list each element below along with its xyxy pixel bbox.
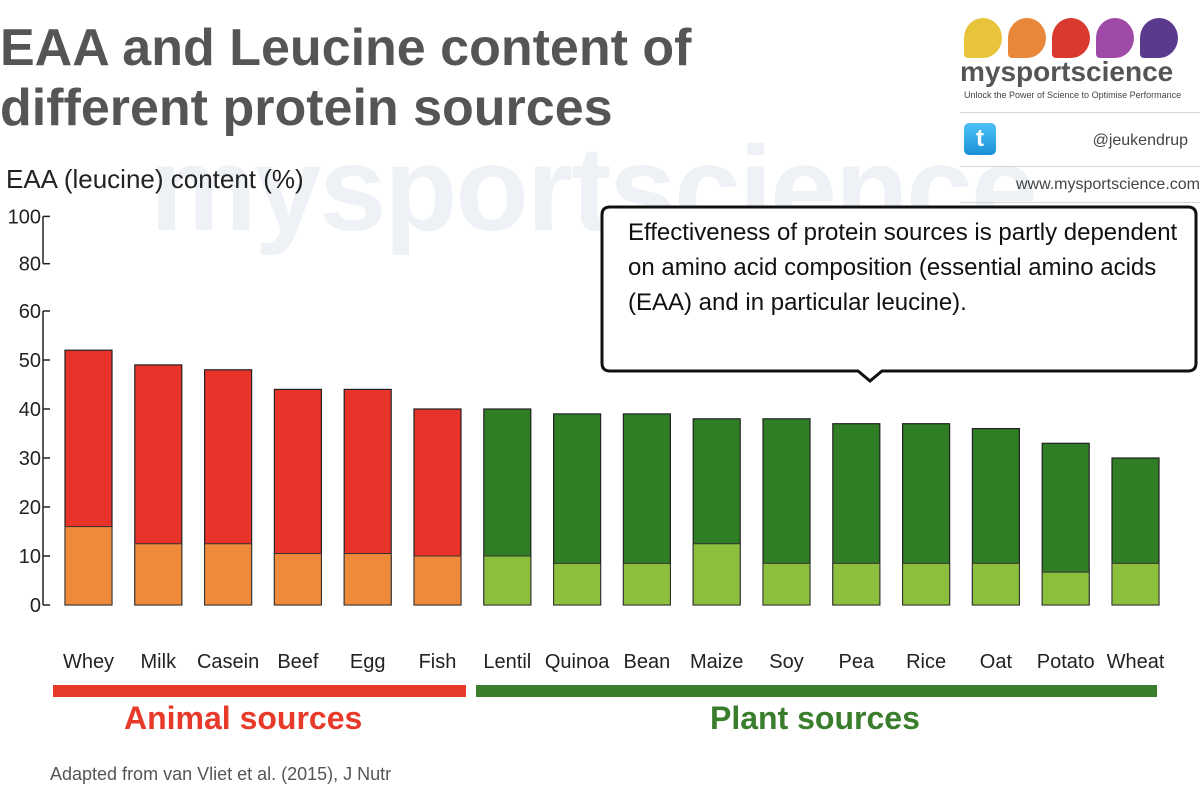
logo-drop-5 [1140, 18, 1178, 58]
y-axis: 0 10 20 30 40 50 60 80 100 [8, 206, 50, 617]
bars [64, 349, 1160, 606]
x-tick-label: Milk [141, 651, 178, 673]
bar-leucine-milk [134, 543, 183, 606]
source-note: Adapted from van Vliet et al. (2015), J … [50, 764, 392, 784]
bar-leucine-whey [64, 526, 113, 606]
brand-logo [964, 18, 1194, 64]
bar-leucine-wheat [1111, 562, 1160, 606]
divider [960, 202, 1200, 203]
x-tick-label: Casein [197, 651, 259, 673]
x-tick-label: Maize [690, 651, 743, 673]
animal-sources-label: Animal sources [124, 700, 363, 736]
y-tick-label: 100 [8, 206, 41, 228]
plant-group-bar [476, 685, 1157, 697]
bar-leucine-oat [971, 562, 1020, 606]
x-tick-label: Lentil [483, 651, 531, 673]
x-tick-label: Bean [624, 651, 671, 673]
bar-leucine-maize [692, 543, 741, 606]
page-title: EAA and Leucine content of different pro… [0, 19, 692, 137]
callout: Effectiveness of protein sources is part… [598, 205, 1198, 385]
x-tick-label: Rice [906, 651, 946, 673]
bar-leucine-potato [1041, 571, 1090, 606]
y-tick-label: 50 [19, 350, 41, 372]
x-tick-label: Whey [63, 651, 114, 673]
x-tick-label: Fish [419, 651, 457, 673]
x-tick-label: Oat [980, 651, 1013, 673]
x-tick-label: Potato [1037, 651, 1095, 673]
y-tick-label: 60 [19, 301, 41, 323]
bar-leucine-egg [343, 553, 392, 606]
logo-drop-3 [1052, 18, 1090, 58]
animal-group-bar [53, 685, 466, 697]
x-tick-label: Quinoa [545, 651, 610, 673]
y-tick-label: 0 [30, 595, 41, 617]
bar-leucine-quinoa [553, 562, 602, 606]
y-tick-label: 40 [19, 399, 41, 421]
x-tick-labels: Whey Milk Casein Beef Egg Fish Lentil Quinoa Bea… [63, 651, 1165, 673]
divider [960, 166, 1200, 167]
bar-leucine-pea [832, 562, 881, 606]
bar-leucine-fish [413, 555, 462, 606]
y-tick-label: 20 [19, 497, 41, 519]
x-tick-label: Soy [769, 651, 803, 673]
logo-drop-2 [1008, 18, 1046, 58]
x-tick-label: Wheat [1107, 651, 1165, 673]
website-link[interactable]: www.mysportscience.com [1015, 176, 1200, 193]
y-axis-title: EAA (leucine) content (%) [6, 164, 304, 194]
bar-leucine-lentil [483, 555, 532, 606]
x-tick-label: Beef [277, 651, 319, 673]
y-tick-label: 10 [19, 546, 41, 568]
brand-panel: mysportscience Unlock the Power of Scien… [960, 0, 1200, 210]
bar-leucine-casein [204, 543, 253, 606]
plant-sources-label: Plant sources [710, 700, 920, 736]
x-tick-label: Egg [350, 651, 386, 673]
twitter-handle[interactable]: @jeukendrup [1092, 132, 1188, 149]
twitter-icon[interactable]: t [964, 123, 996, 155]
bar-leucine-soy [762, 562, 811, 606]
callout-bubble [600, 205, 1198, 383]
divider [960, 112, 1200, 113]
bar-leucine-bean [622, 562, 671, 606]
y-tick-label: 30 [19, 448, 41, 470]
bar-leucine-beef [273, 553, 322, 606]
logo-drop-1 [964, 18, 1002, 58]
x-tick-label: Pea [839, 651, 875, 673]
brand-tagline: Unlock the Power of Science to Optimise … [964, 90, 1182, 100]
y-tick-label: 80 [19, 254, 41, 276]
callout-text: Effectiveness of protein sources is part… [628, 219, 1178, 316]
logo-drop-4 [1096, 18, 1134, 58]
bar-leucine-rice [902, 562, 951, 606]
brand-name: mysportscience [960, 56, 1174, 87]
